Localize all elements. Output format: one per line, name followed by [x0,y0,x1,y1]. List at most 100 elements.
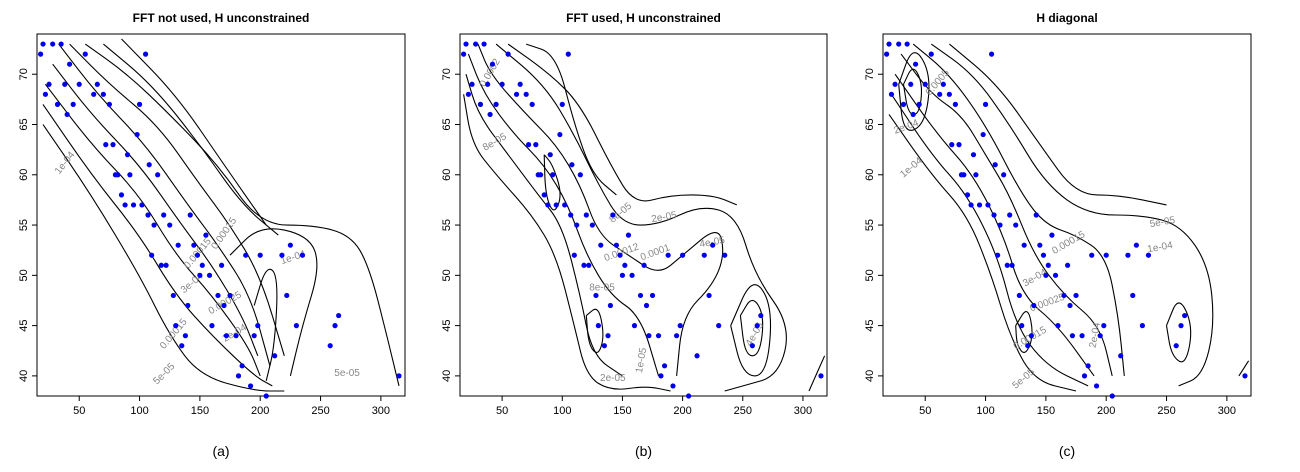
y-tick-label: 65 [441,118,453,130]
data-point [493,101,499,107]
data-point [598,242,604,248]
data-point [1016,292,1022,299]
data-point [1178,323,1184,329]
data-point [1045,262,1051,268]
data-point [477,101,484,107]
data-point [607,302,614,309]
contour-line [890,93,1089,387]
data-point [956,142,962,148]
contour-line [808,355,826,392]
data-point [643,302,650,309]
data-point [541,192,547,198]
data-point [589,222,595,228]
data-point [62,81,68,87]
y-tick-label: 50 [18,269,30,281]
data-point [187,212,193,218]
data-point [505,51,511,57]
data-point [991,212,997,218]
data-point [997,222,1003,228]
data-points [461,41,824,399]
data-point [613,242,620,248]
data-point [1130,292,1136,299]
x-tick-label: 150 [1037,405,1055,417]
data-point [124,152,131,158]
data-point [910,111,916,118]
data-point [513,91,520,97]
contour-line [949,43,1167,206]
contour-line [526,43,617,196]
contour-lines [42,38,400,392]
data-point [1009,262,1015,268]
x-tick-label: 250 [1157,405,1175,417]
data-point [194,252,201,258]
data-point [571,252,577,258]
data-point [922,81,928,87]
data-point [70,101,76,107]
data-point [106,101,112,107]
y-tick-label: 55 [441,219,453,231]
data-point [680,252,686,258]
data-point [529,101,535,107]
data-point [76,81,82,87]
x-tick-label: 150 [191,405,209,417]
data-point [533,142,539,148]
contour-lines [888,43,1250,392]
data-point [749,343,755,349]
data-point [523,91,529,97]
y-tick-label: 40 [864,370,876,382]
data-point [284,292,290,299]
contour-label: 3e-04 [1021,267,1049,290]
y-tick-label: 45 [864,319,876,331]
panel-b: FFT used, H unconstrained0.00028e-058e-0… [441,11,828,459]
y-tick-label: 55 [18,219,30,231]
contour-line [888,114,1077,392]
data-point [1089,252,1095,258]
contour-line [730,284,772,377]
data-point [670,383,676,389]
data-point [461,51,467,57]
data-point [641,262,647,268]
x-tick-label: 300 [1218,405,1236,417]
data-point [1109,393,1115,399]
data-point [179,343,185,349]
x-tick-label: 200 [1097,405,1115,417]
y-tick-label: 60 [864,169,876,181]
contour-line [253,268,278,382]
data-point [151,222,157,228]
data-point [658,373,664,379]
contour-line [42,124,285,392]
data-point [1145,252,1152,258]
data-point [257,252,263,258]
data-point [568,212,574,218]
contour-line [465,74,623,377]
data-point [336,312,342,319]
panel-title: FFT used, H unconstrained [566,11,721,25]
data-point [617,252,623,258]
data-point [673,333,680,339]
data-point [463,41,469,47]
data-point [550,172,556,178]
contour-line [930,43,1214,387]
data-point [287,242,293,248]
data-point [992,162,998,168]
data-point [146,162,152,168]
data-point [199,262,205,268]
y-tick-label: 40 [18,370,30,382]
panel-caption: (b) [635,443,652,459]
data-point [706,292,712,299]
data-point [293,323,300,329]
y-tick-label: 55 [864,219,876,231]
panel-title: H diagonal [1036,11,1097,25]
contour-label: 1e-04 [898,155,925,180]
data-point [1033,212,1039,218]
contour-label: 5e-05 [334,368,360,379]
data-point [625,232,632,238]
data-point [465,91,472,97]
contour-line [463,94,671,392]
data-point [239,363,245,369]
data-point [970,152,977,158]
data-point [545,202,551,208]
data-point [1182,312,1188,319]
data-point [489,61,496,67]
